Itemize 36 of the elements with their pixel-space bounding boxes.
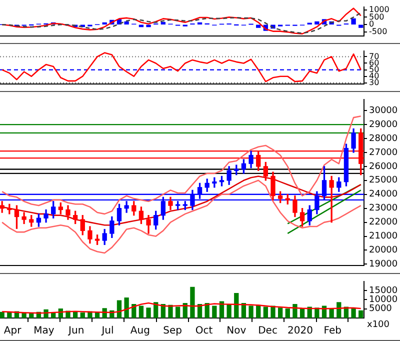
y-tick-label: 50 [369,64,380,74]
x-tick-label: Jun [68,326,84,337]
y-tick-label: 0 [369,20,374,29]
x-tick-label: Oct [195,326,213,337]
y-tick-label: 27000 [369,148,398,158]
y-tick-label: 500 [369,12,384,22]
y-tick-label: 20000 [369,246,398,256]
y-tick-label: 30000 [369,106,398,116]
x-tick-label: Feb [324,326,342,337]
y-tick-label: 25000 [369,176,398,186]
y-tick-label: 28000 [369,134,398,144]
y-tick-label: -500 [369,27,388,36]
text: x100 [367,320,390,330]
y-tick-label: 60 [369,58,380,68]
y-tick-label: 10000 [369,295,398,306]
x-tick-label: Apr [4,326,22,337]
y-tick-label: 15000 [369,286,398,296]
y-tick-label: 30 [369,78,380,87]
x-tick-label: Sep [163,326,182,337]
y-tick-label: 21000 [369,232,398,242]
y-tick-label: 5000 [369,304,392,314]
y-tick-label: 22000 [369,218,398,228]
x-tick-label: 2020 [287,326,313,337]
x-tick-label: Aug [130,326,150,337]
y-tick-label: 24000 [369,190,398,200]
y-tick-label: 19000 [369,260,398,270]
y-tick-label: 40 [369,71,380,80]
x-tick-label: Dec [258,326,278,337]
y-tick-label: 23000 [369,204,398,214]
y-tick-label: 26000 [369,162,398,172]
x-tick-label: May [34,326,54,337]
y-tick-label: 29000 [369,120,398,130]
y-tick-label: 70 [369,52,380,61]
x-tick-label: Nov [226,326,246,337]
y-tick-label: 1000 [369,4,390,14]
x-tick-label: Jul [100,326,114,337]
